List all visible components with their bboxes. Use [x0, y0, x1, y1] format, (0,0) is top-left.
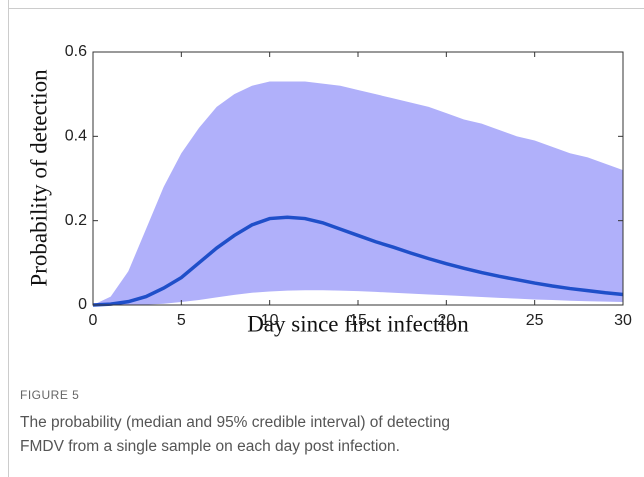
y-tick-label: 0.6 [65, 43, 87, 60]
x-tick-label: 10 [261, 312, 279, 329]
y-tick-label: 0.4 [65, 128, 87, 145]
median-line [92, 215, 624, 307]
figure-label: FIGURE 5 [20, 388, 79, 402]
y-tick-label: 0.2 [65, 212, 87, 229]
x-tick-label: 25 [526, 312, 544, 329]
x-tick-label: 15 [349, 312, 367, 329]
y-axis-label: Probability of detection [26, 69, 51, 287]
x-tick-label: 5 [177, 312, 186, 329]
y-tick-label: 0 [78, 296, 87, 313]
x-tick-label: 30 [614, 312, 632, 329]
x-axis-label: Day since first infection [247, 311, 469, 336]
caption-line: The probability (median and 95% credible… [20, 414, 450, 431]
credible-interval [93, 81, 623, 306]
x-tick-label: 20 [437, 312, 455, 329]
x-tick-label: 0 [89, 312, 98, 329]
caption-line: FMDV from a single sample on each day po… [20, 438, 400, 455]
